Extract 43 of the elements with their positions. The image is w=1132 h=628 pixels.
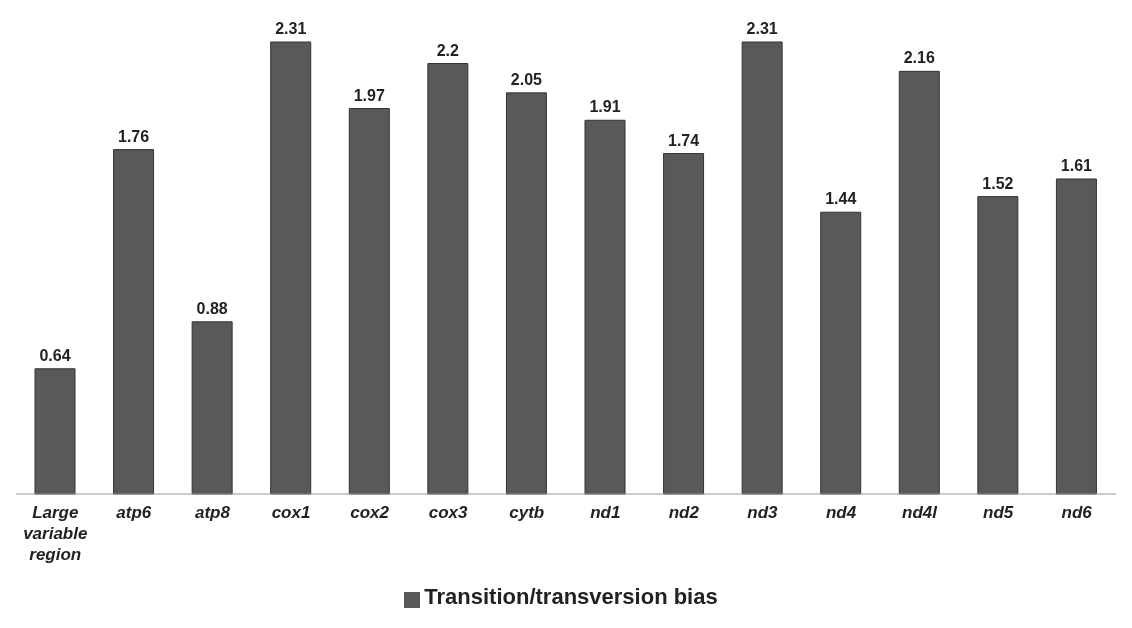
- bar: [741, 41, 783, 495]
- data-label: 1.76: [118, 127, 150, 145]
- bar: [270, 41, 312, 495]
- data-label: 1.74: [668, 131, 700, 149]
- bar: [505, 92, 547, 495]
- x-tick-label: nd4l: [902, 503, 939, 522]
- data-label: 2.2: [436, 41, 460, 59]
- data-label: 2.05: [510, 70, 543, 88]
- x-tick-label: cox1: [271, 503, 311, 522]
- data-label: 1.91: [589, 98, 621, 116]
- data-label: 1.61: [1060, 156, 1093, 174]
- data-label: 1.97: [353, 86, 385, 104]
- x-tick-label: Large variable region: [23, 503, 88, 564]
- x-tick-label: atp6: [116, 503, 152, 522]
- bar: [898, 70, 940, 495]
- x-tick-label: cox3: [428, 503, 469, 522]
- x-tick-label: nd1: [590, 503, 621, 522]
- data-label: 2.31: [746, 20, 778, 37]
- data-label: 1.52: [982, 174, 1014, 192]
- x-tick-label: cytb: [509, 503, 545, 522]
- bar: [1055, 178, 1097, 495]
- x-tick-label: nd5: [983, 503, 1014, 522]
- bar: [663, 153, 705, 495]
- data-label: 1.44: [825, 190, 857, 208]
- x-tick-label: nd6: [1061, 503, 1093, 522]
- x-tick-label: nd2: [668, 503, 700, 522]
- data-label: 0.88: [196, 299, 228, 317]
- bar: [427, 63, 469, 495]
- x-tick-label: nd4: [825, 503, 857, 522]
- bar: [113, 149, 155, 495]
- x-tick-label: cox2: [350, 503, 390, 522]
- x-tick-label: atp8: [194, 503, 231, 522]
- bar: [348, 108, 390, 495]
- legend-label: Transition/transversion bias: [424, 584, 718, 609]
- bar: [191, 321, 233, 495]
- data-label: 2.16: [903, 49, 935, 67]
- bar: [584, 119, 626, 495]
- bar: [820, 211, 862, 495]
- bar: [977, 196, 1019, 495]
- x-tick-label: nd3: [747, 503, 779, 522]
- data-label: 0.64: [39, 346, 71, 364]
- bar: [34, 368, 76, 495]
- data-label: 2.31: [275, 20, 307, 37]
